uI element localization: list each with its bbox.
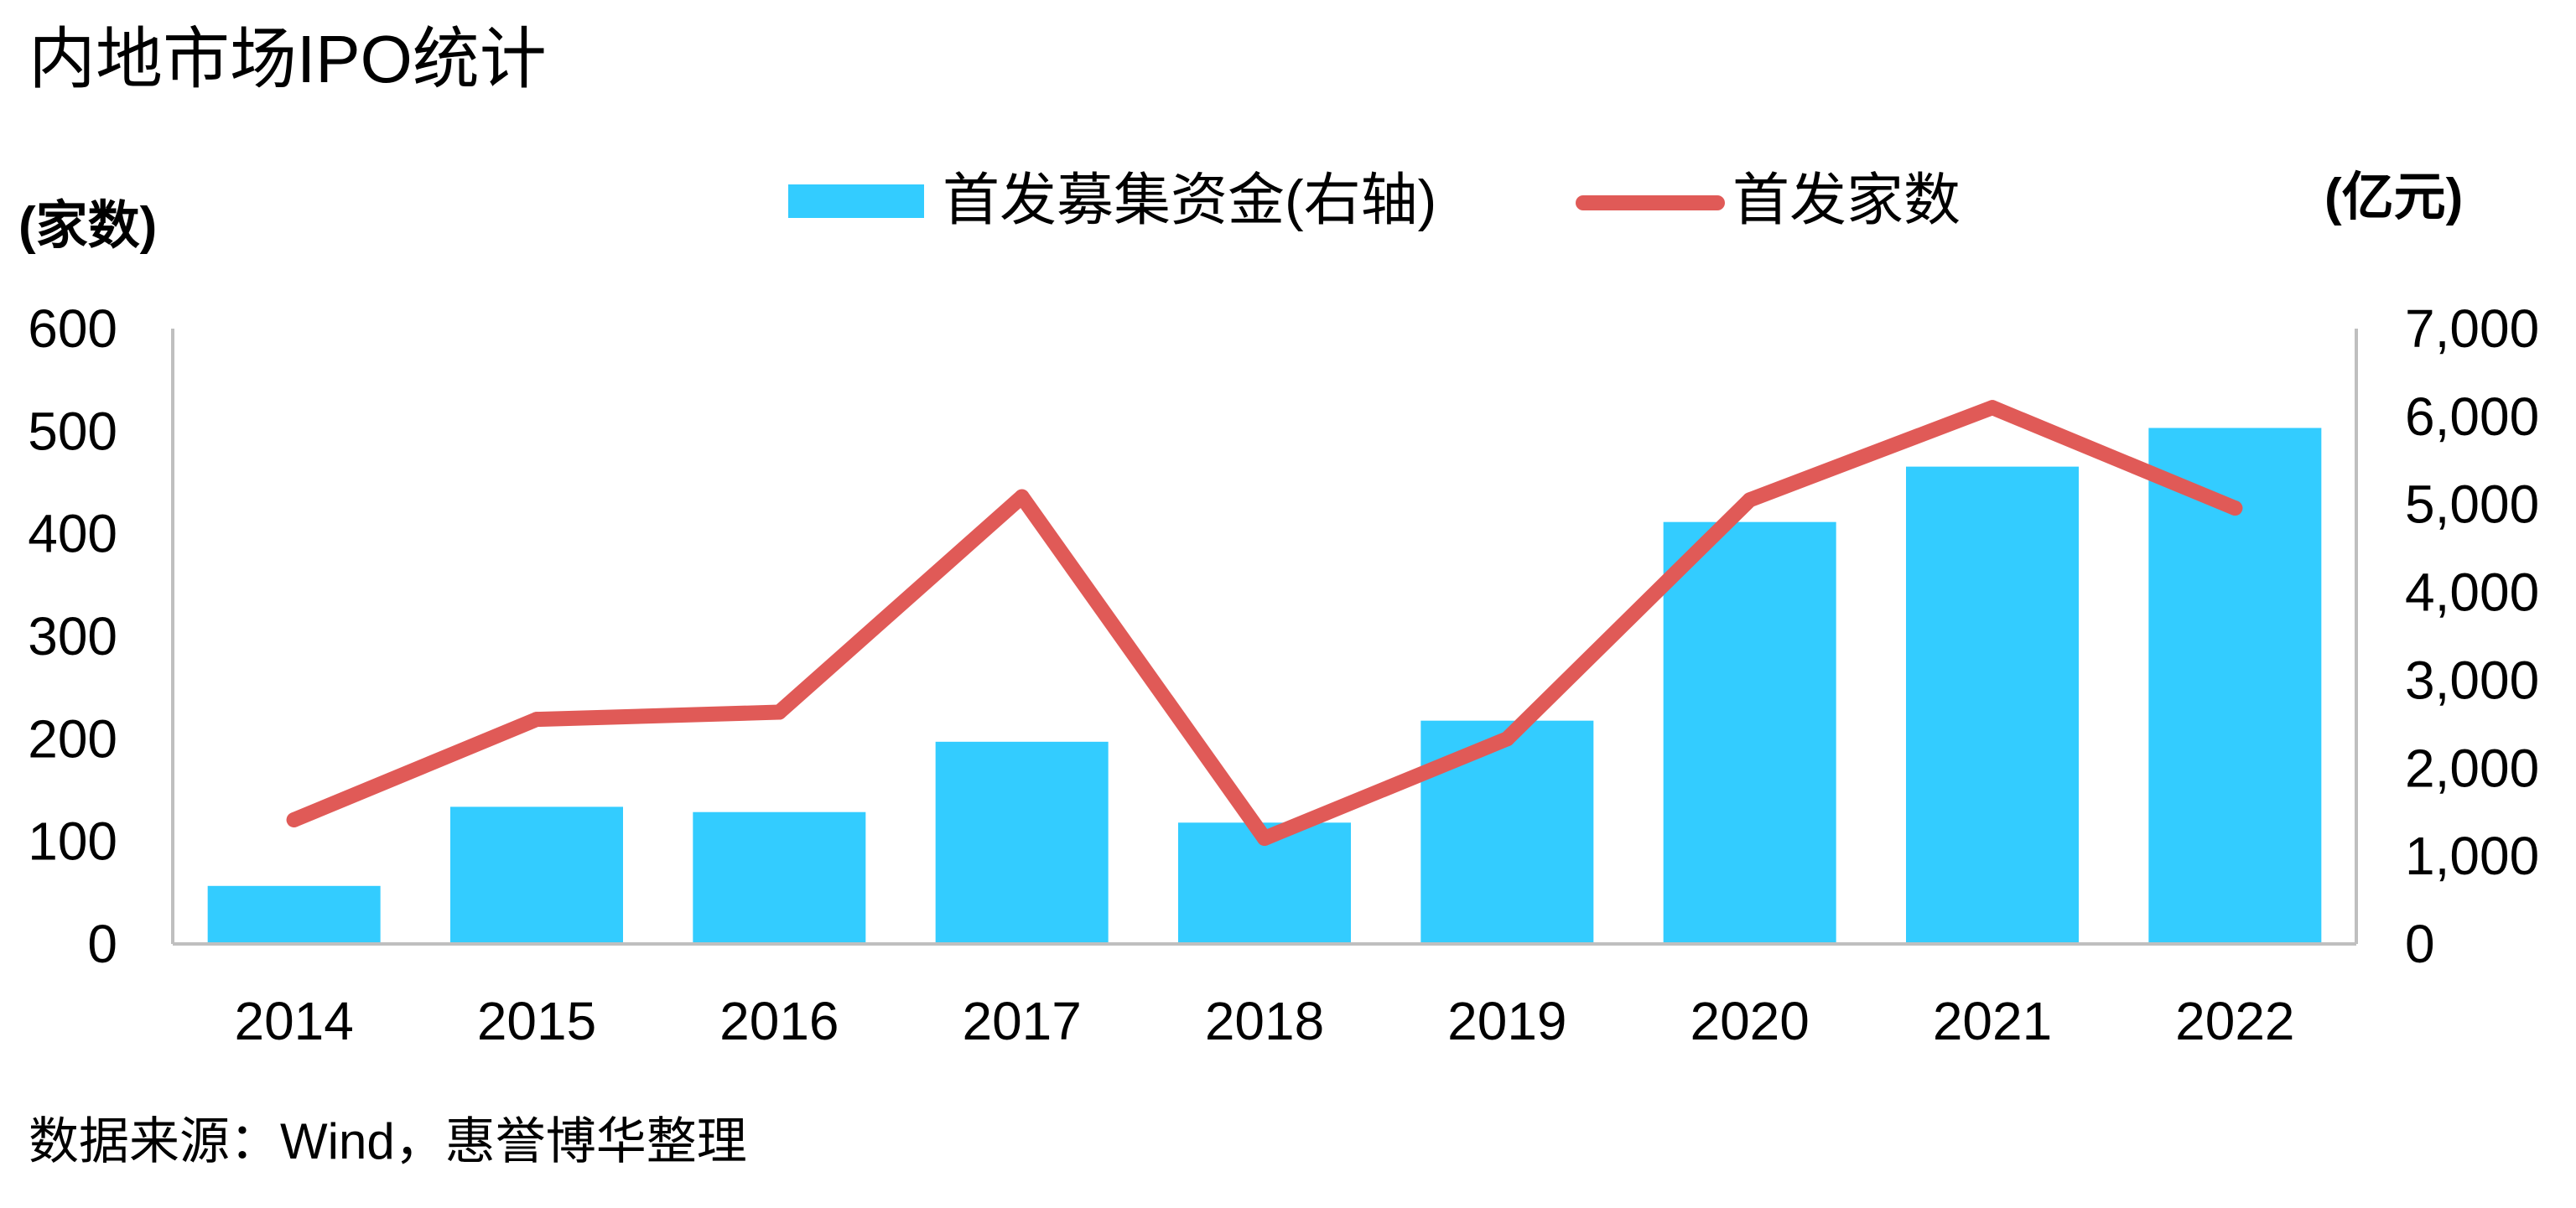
- legend-bar-swatch: [788, 184, 924, 218]
- left-tick-label: 400: [28, 504, 117, 564]
- left-axis-unit: (家数): [18, 197, 157, 255]
- bar-2019: [1420, 720, 1594, 944]
- left-tick-label: 500: [28, 401, 117, 461]
- right-tick-label: 3,000: [2405, 650, 2539, 710]
- line-point-2014: [286, 811, 302, 827]
- right-tick-label: 5,000: [2405, 474, 2539, 535]
- right-tick-label: 0: [2405, 914, 2435, 974]
- left-tick-label: 600: [28, 298, 117, 359]
- right-tick-label: 7,000: [2405, 298, 2539, 359]
- x-tick-label: 2022: [2175, 991, 2294, 1051]
- x-tick-label: 2016: [719, 991, 839, 1051]
- line-point-2017: [1014, 489, 1030, 505]
- left-tick-label: 200: [28, 708, 117, 769]
- right-tick-labels: 0 1,000 2,000 3,000 4,000 5,000 6,000 7,000: [2405, 298, 2539, 974]
- x-tick-label: 2020: [1690, 991, 1809, 1051]
- bar-2017: [935, 741, 1109, 944]
- right-axis-unit: (亿元): [2324, 168, 2463, 226]
- line-point-2020: [1742, 492, 1758, 508]
- x-tick-label: 2019: [1447, 991, 1566, 1051]
- bar-2015: [450, 806, 623, 944]
- x-tick-labels: 2014 2015 2016 2017 2018 2019 2020 2021 2022: [234, 991, 2294, 1051]
- right-tick-label: 2,000: [2405, 738, 2539, 798]
- legend-line-label: 首发家数: [1732, 168, 1961, 232]
- right-tick-label: 4,000: [2405, 563, 2539, 623]
- chart-title: 内地市场IPO统计: [29, 22, 547, 96]
- left-tick-label: 0: [87, 914, 117, 974]
- bar-series: [207, 428, 2322, 944]
- line-point-2018: [1257, 830, 1272, 846]
- line-point-2015: [529, 712, 544, 728]
- bar-2021: [1906, 466, 2079, 944]
- x-tick-label: 2018: [1205, 991, 1324, 1051]
- line-point-2022: [2227, 500, 2243, 516]
- bar-2016: [693, 811, 866, 944]
- source-note: 数据来源：Wind，惠誉博华整理: [29, 1113, 747, 1169]
- right-tick-label: 6,000: [2405, 386, 2539, 447]
- bar-2020: [1663, 521, 1836, 944]
- left-tick-label: 100: [28, 811, 117, 872]
- left-tick-labels: 0 100 200 300 400 500 600: [28, 298, 117, 974]
- legend-bar-label: 首发募集资金(右轴): [943, 168, 1436, 232]
- line-point-2016: [771, 704, 787, 720]
- x-tick-label: 2015: [477, 991, 596, 1051]
- line-point-2021: [1985, 400, 2000, 416]
- line-point-2019: [1499, 731, 1515, 747]
- left-tick-label: 300: [28, 606, 117, 666]
- bar-2014: [207, 885, 381, 944]
- line-series: [286, 400, 2243, 846]
- right-tick-label: 1,000: [2405, 826, 2539, 886]
- x-tick-label: 2021: [1933, 991, 2052, 1051]
- x-tick-label: 2017: [962, 991, 1081, 1051]
- x-tick-label: 2014: [234, 991, 353, 1051]
